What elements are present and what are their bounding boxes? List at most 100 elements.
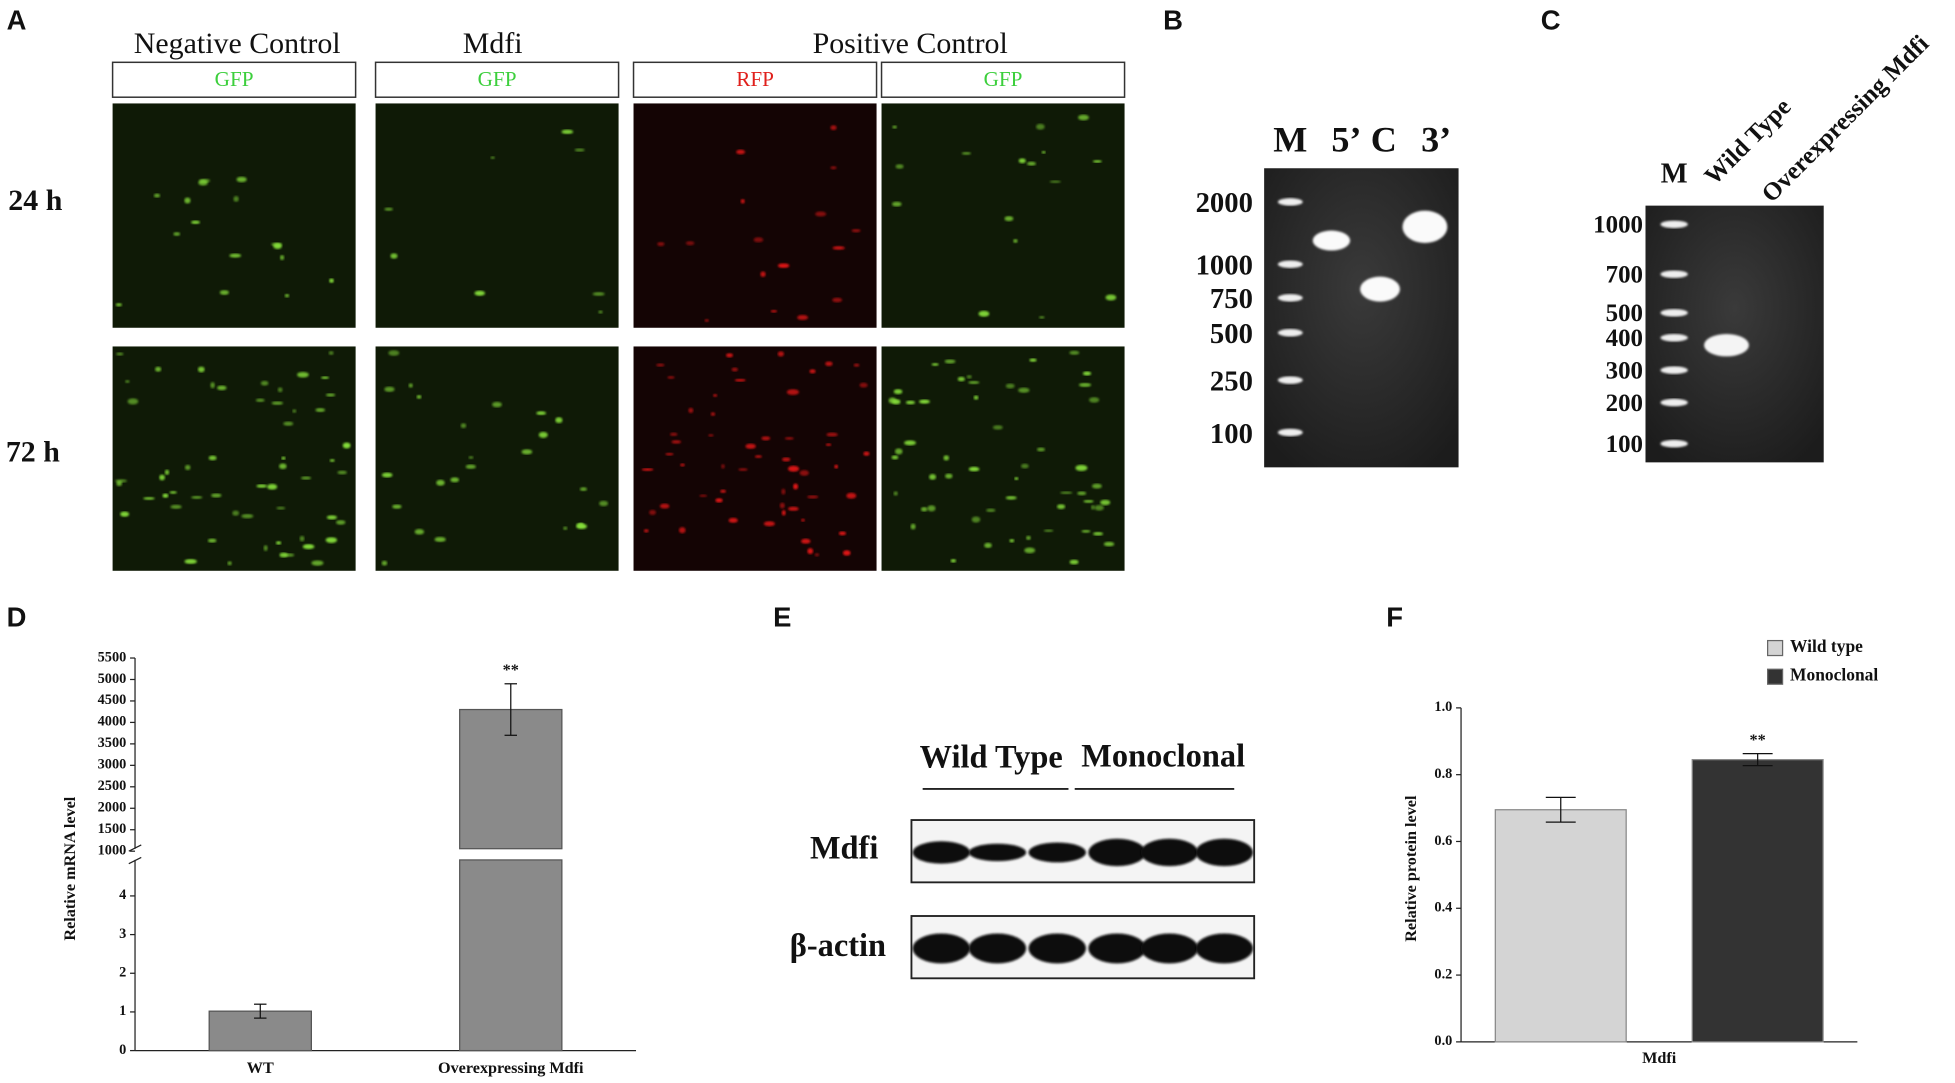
cell: [143, 497, 155, 500]
protein-band: [1028, 842, 1086, 863]
cell: [120, 511, 130, 517]
cell: [863, 451, 870, 456]
lane-label: 3’: [1421, 120, 1451, 160]
cell: [892, 399, 901, 405]
ladder-band: [1277, 428, 1303, 437]
cell: [1009, 538, 1015, 543]
cell: [127, 398, 139, 405]
cell: [710, 412, 716, 417]
panel-label: F: [1386, 602, 1403, 633]
cell: [708, 434, 714, 437]
cell: [725, 353, 734, 358]
legend-swatch: [1767, 639, 1784, 657]
y-tick-label: 1.0: [1434, 699, 1452, 715]
cell: [659, 503, 670, 509]
cell: [1018, 158, 1026, 164]
ladder-label: 200: [1606, 390, 1643, 417]
cell: [217, 385, 227, 391]
cell: [927, 505, 936, 512]
y-tick-label: 4: [119, 887, 126, 903]
gel: [1645, 205, 1824, 463]
cell: [842, 550, 851, 556]
cell: [905, 400, 916, 405]
blot-label: Mdfi: [810, 831, 878, 867]
cell: [241, 513, 254, 519]
y-tick-label: 2: [119, 965, 126, 981]
cell: [736, 149, 746, 155]
y-tick-label: 0.8: [1434, 766, 1452, 782]
ladder-band: [1277, 198, 1303, 206]
cell: [1088, 397, 1100, 403]
cell: [688, 407, 694, 414]
cell: [184, 559, 197, 564]
cell: [678, 527, 686, 534]
cell: [807, 548, 814, 555]
cell: [1036, 447, 1045, 452]
cell: [1083, 499, 1094, 503]
bar: [459, 859, 563, 1052]
cell: [1078, 382, 1092, 387]
micrograph: [633, 103, 877, 328]
cell: [649, 509, 656, 516]
cell: [381, 472, 393, 478]
cell: [781, 488, 786, 495]
cell: [1043, 529, 1054, 533]
cell: [891, 201, 902, 207]
ladder-label: 300: [1606, 357, 1643, 384]
cell: [236, 176, 247, 183]
micrograph: [375, 103, 619, 328]
cell: [337, 470, 348, 475]
ladder-label: 750: [1210, 283, 1253, 315]
cell: [944, 359, 956, 364]
cell: [784, 437, 794, 440]
cell: [219, 290, 230, 295]
cell: [184, 197, 191, 204]
cell: [384, 386, 395, 392]
cell: [830, 166, 837, 170]
cell: [838, 531, 847, 536]
micrograph: [881, 346, 1125, 571]
protein-band: [1028, 933, 1086, 964]
cell: [943, 455, 950, 461]
cell: [1091, 505, 1095, 510]
cell: [1020, 463, 1029, 469]
cell: [973, 395, 979, 400]
cell: [971, 516, 981, 523]
cell: [474, 290, 486, 296]
cell: [328, 350, 334, 355]
cell: [665, 452, 674, 456]
y-tick-label: 5500: [98, 649, 127, 665]
cell: [814, 553, 820, 557]
cell: [1005, 383, 1015, 389]
cell: [704, 318, 709, 322]
cell: [904, 440, 916, 446]
cell: [155, 366, 162, 372]
bar: [1494, 809, 1627, 1043]
cell: [1024, 547, 1036, 554]
cell: [1082, 371, 1092, 376]
lane-label: 5’: [1331, 120, 1361, 160]
cell: [227, 561, 232, 566]
protein-band: [912, 933, 971, 964]
micrograph: [375, 346, 619, 571]
cell: [734, 378, 746, 382]
cell: [561, 129, 574, 135]
cell: [781, 510, 786, 516]
cell: [1100, 499, 1111, 506]
cell: [198, 179, 208, 186]
cell: [825, 443, 832, 447]
cell: [800, 538, 811, 544]
cell: [211, 493, 222, 498]
y-tick-label: 0.2: [1434, 966, 1452, 982]
cell: [754, 455, 762, 459]
ladder-label: 500: [1210, 318, 1253, 350]
y-tick-label: 1500: [98, 821, 127, 837]
cell: [851, 229, 861, 233]
cell: [164, 469, 170, 475]
cell: [159, 474, 165, 481]
cell: [760, 271, 766, 277]
panel-label: B: [1163, 5, 1183, 36]
cell: [720, 489, 727, 494]
cell: [680, 463, 685, 467]
cell: [392, 504, 402, 509]
